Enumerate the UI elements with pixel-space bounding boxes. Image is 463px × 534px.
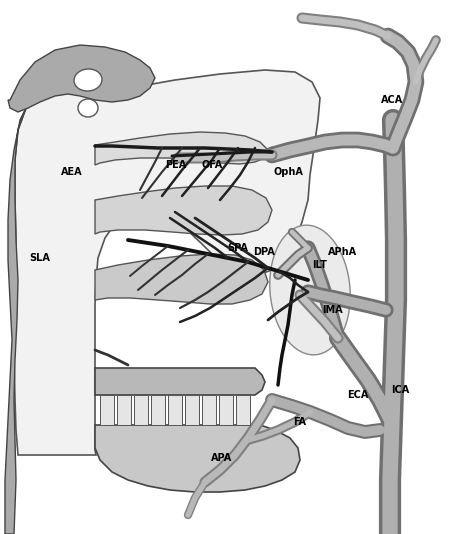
- Polygon shape: [150, 395, 165, 425]
- Polygon shape: [95, 425, 300, 492]
- Polygon shape: [5, 80, 100, 534]
- Text: IMA: IMA: [321, 305, 342, 315]
- Ellipse shape: [78, 99, 98, 117]
- Polygon shape: [95, 368, 264, 395]
- Text: SLA: SLA: [30, 253, 50, 263]
- Polygon shape: [95, 132, 268, 165]
- Text: ICA: ICA: [390, 385, 408, 395]
- Text: ECA: ECA: [347, 390, 368, 400]
- Polygon shape: [168, 395, 181, 425]
- Polygon shape: [8, 45, 155, 112]
- Polygon shape: [117, 395, 131, 425]
- Polygon shape: [134, 395, 148, 425]
- Polygon shape: [185, 395, 199, 425]
- Polygon shape: [95, 254, 268, 304]
- Text: DPA: DPA: [253, 247, 274, 257]
- Text: PEA: PEA: [165, 160, 186, 170]
- Ellipse shape: [74, 69, 102, 91]
- Polygon shape: [236, 395, 250, 425]
- Text: ACA: ACA: [380, 95, 402, 105]
- Polygon shape: [100, 395, 114, 425]
- Text: APhA: APhA: [328, 247, 357, 257]
- Text: ILT: ILT: [312, 260, 327, 270]
- Text: OFA: OFA: [201, 160, 222, 170]
- Polygon shape: [14, 70, 319, 455]
- Polygon shape: [201, 395, 216, 425]
- Text: AEA: AEA: [61, 167, 82, 177]
- Text: APA: APA: [211, 453, 232, 463]
- Text: OphA: OphA: [272, 167, 302, 177]
- Polygon shape: [95, 186, 271, 235]
- Polygon shape: [219, 395, 232, 425]
- Ellipse shape: [269, 225, 350, 355]
- Text: SPA: SPA: [227, 243, 248, 253]
- Text: FA: FA: [293, 417, 306, 427]
